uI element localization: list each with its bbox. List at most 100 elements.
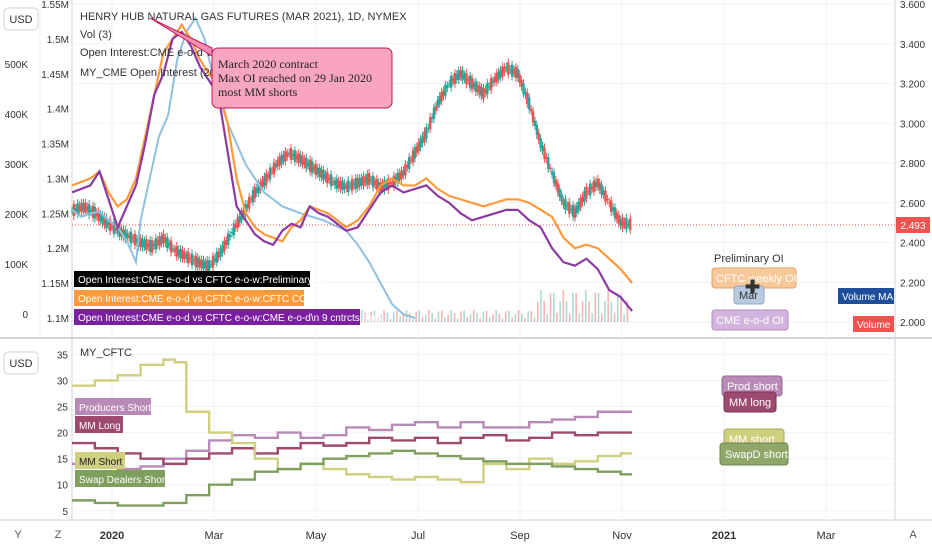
candle-body	[127, 235, 131, 238]
volume-bar	[498, 313, 501, 322]
tag-cftc-weekly-oi[interactable]: CFTC weekly OI	[711, 267, 797, 289]
volume-bar	[524, 318, 526, 322]
candle-body	[366, 173, 369, 186]
candle-body	[556, 183, 559, 193]
tag-mar[interactable]: Mar	[733, 285, 765, 305]
candle-body	[552, 172, 556, 184]
vol-tick-label: 100K	[5, 260, 29, 271]
price-tick-label: 3.400	[900, 40, 925, 51]
candle-body	[112, 221, 116, 234]
svg-text:CFTC weekly OI: CFTC weekly OI	[716, 273, 797, 285]
annotation-line-3: most MM shorts	[218, 85, 298, 99]
currency-lower-box[interactable]	[3, 351, 39, 375]
candle-body	[278, 156, 281, 166]
candle-body	[274, 163, 278, 168]
tag-cme-eod-oi[interactable]: CME e-o-d OI	[711, 309, 789, 331]
svg-text:Volume MA: Volume MA	[842, 292, 893, 303]
volume-bar	[495, 310, 497, 322]
volume-bar	[597, 293, 600, 322]
candle-body	[139, 237, 142, 248]
volume-bar	[520, 313, 523, 322]
candle-body	[91, 205, 95, 218]
svg-text:MM Long: MM Long	[79, 421, 121, 432]
volume-bar	[364, 312, 366, 322]
candle-body	[566, 205, 569, 207]
candle-body	[327, 178, 331, 180]
candle-body	[339, 180, 342, 190]
x-tick-label: Sep	[510, 530, 530, 542]
candle-body	[303, 158, 306, 165]
legend-label-cftc[interactable]: Open Interest:CME e-o-d vs CFTC e-o-w:CF…	[74, 290, 326, 306]
candle-body	[470, 77, 474, 90]
candle-body	[545, 156, 548, 160]
currency-left[interactable]: USD	[9, 14, 32, 26]
candle-body	[164, 237, 167, 244]
candle-body	[434, 105, 438, 111]
candle-body	[568, 201, 571, 214]
candle-body	[529, 108, 533, 112]
candle-body	[343, 183, 346, 190]
oi-tick-label: 1.45M	[41, 70, 69, 81]
tag-producers-short[interactable]: Producers Short	[75, 398, 151, 415]
volume-bar	[360, 310, 363, 322]
tag-mm-long-left[interactable]: MM Long	[75, 416, 123, 433]
volume-bar	[575, 292, 577, 322]
tag-prod-short-right[interactable]: Prod short	[721, 375, 783, 397]
tag-volume[interactable]: Volume	[853, 316, 894, 332]
vol-legend[interactable]: Vol (3)	[80, 29, 112, 41]
candle-body	[590, 186, 594, 190]
tag-volume-ma[interactable]: Volume MA	[838, 288, 894, 304]
currency-left-box[interactable]	[3, 7, 39, 31]
volume-bar	[501, 318, 504, 322]
z-scale-button[interactable]: Z	[55, 529, 62, 541]
candle-body	[70, 210, 74, 212]
candle-body	[215, 251, 218, 263]
volume-bar	[552, 292, 555, 322]
svg-text:Open Interest:CME e-o-d vs CFT: Open Interest:CME e-o-d vs CFTC e-o-w:Pr…	[78, 275, 326, 286]
my-cme-legend[interactable]: MY_CME Open Interest (2020	[80, 67, 228, 79]
candle-body	[369, 179, 373, 181]
volume-bar	[514, 314, 517, 322]
tag-preliminary-oi[interactable]: Preliminary OI	[714, 253, 784, 265]
candle-body	[623, 221, 626, 226]
x-tick-label: Jul	[411, 530, 425, 542]
legend-label-cme[interactable]: Open Interest:CME e-o-d vs CFTC e-o-w:CM…	[74, 309, 381, 325]
candle-body	[409, 159, 413, 161]
oi-tick-label: 1.25M	[41, 209, 69, 220]
vol-tick-label: 200K	[5, 210, 29, 221]
candle-body	[537, 132, 540, 141]
candle-body	[459, 69, 462, 78]
legend-label-prelim[interactable]: Open Interest:CME e-o-d vs CFTC e-o-w:Pr…	[74, 271, 326, 287]
candle-body	[348, 185, 352, 187]
volume-bar	[569, 313, 571, 322]
candle-body	[82, 203, 85, 211]
candle-body	[108, 219, 112, 232]
candle-body	[185, 254, 188, 259]
candle-body	[628, 218, 632, 231]
auto-scale-button[interactable]: A	[909, 529, 917, 541]
candle-body	[428, 117, 432, 130]
candle-body	[571, 205, 575, 217]
oi-tick-label: 1.3M	[47, 174, 69, 185]
candle-body	[124, 229, 127, 240]
tag-swapd-short-right[interactable]: SwapD short	[719, 442, 789, 466]
candle-body	[265, 173, 268, 185]
candle-body	[320, 169, 323, 178]
candle-body	[579, 198, 582, 208]
tag-swap-dealers-short[interactable]: Swap Dealers Short	[75, 470, 168, 487]
candle-body	[227, 233, 230, 245]
candle-body	[522, 83, 525, 94]
candle-body	[314, 164, 318, 176]
tag-mm-short-left[interactable]: MM Short	[75, 452, 125, 469]
volume-bar	[578, 313, 581, 322]
candle-body	[508, 69, 512, 71]
candle-body	[76, 203, 79, 215]
tag-mm-long-right[interactable]: MM long	[723, 391, 777, 413]
cftc-pane-title[interactable]: MY_CFTC	[80, 347, 132, 359]
currency-lower[interactable]: USD	[9, 358, 32, 370]
candle-body	[577, 201, 580, 211]
annotation-callout[interactable]: March 2020 contract Max OI reached on 29…	[149, 17, 393, 109]
y-scale-button[interactable]: Y	[14, 529, 22, 541]
volume-bar	[453, 313, 456, 322]
volume-bar	[533, 317, 536, 322]
